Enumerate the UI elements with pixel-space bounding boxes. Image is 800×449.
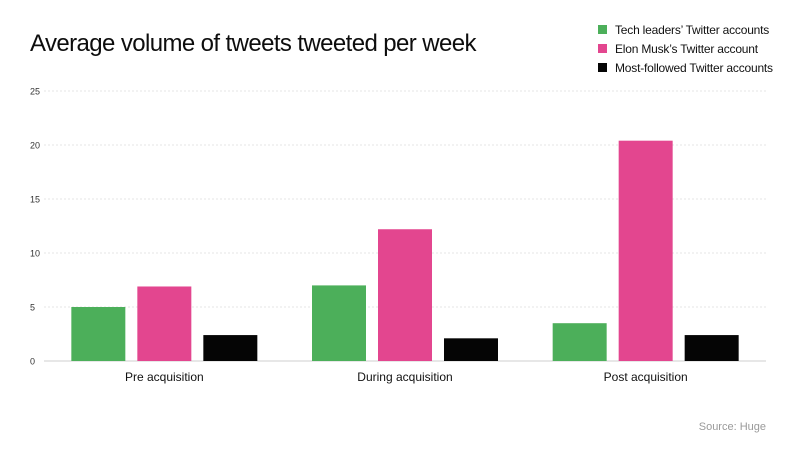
legend-label-elon-musk: Elon Musk’s Twitter account [615, 41, 758, 56]
x-tick-label: Pre acquisition [125, 370, 204, 384]
x-tick-label: Post acquisition [604, 370, 688, 384]
bar [137, 286, 192, 361]
legend-item-most-followed: Most-followed Twitter accounts [598, 58, 773, 77]
bar [203, 335, 258, 361]
bar [312, 285, 366, 361]
bar [684, 335, 739, 361]
legend-label-tech-leaders: Tech leaders’ Twitter accounts [615, 22, 770, 37]
bar [71, 307, 126, 361]
legend: Tech leaders’ Twitter accounts Elon Musk… [598, 20, 773, 77]
source-note: Source: Huge [698, 421, 766, 433]
y-tick-label: 0 [30, 357, 35, 367]
legend-swatch-elon-musk [598, 44, 607, 53]
bar [444, 338, 498, 361]
chart-title: Average volume of tweets tweeted per wee… [30, 30, 476, 57]
x-tick-label: During acquisition [357, 370, 452, 384]
y-tick-label: 25 [30, 87, 40, 97]
y-tick-label: 5 [30, 303, 35, 313]
legend-item-elon-musk: Elon Musk’s Twitter account [598, 39, 773, 58]
y-tick-label: 10 [30, 249, 40, 259]
legend-swatch-tech-leaders [598, 25, 607, 34]
bar [378, 229, 432, 361]
bar [552, 323, 607, 361]
legend-label-most-followed: Most-followed Twitter accounts [615, 60, 773, 75]
legend-item-tech-leaders: Tech leaders’ Twitter accounts [598, 20, 773, 39]
y-tick-label: 20 [30, 141, 40, 151]
legend-swatch-most-followed [598, 63, 607, 72]
y-tick-label: 15 [30, 195, 40, 205]
bar [618, 140, 673, 361]
